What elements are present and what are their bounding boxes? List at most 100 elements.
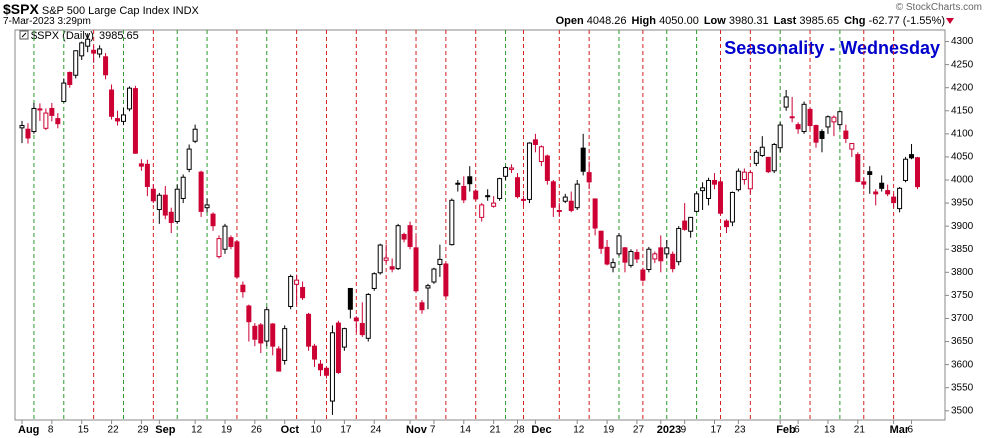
candle-body (897, 187, 903, 210)
y-tick-label: 3950 (951, 198, 974, 209)
candle-body (264, 309, 270, 342)
candle-body (329, 332, 335, 402)
x-tick-label: 12 (573, 425, 585, 436)
candle-body (85, 38, 91, 47)
candle-body (909, 154, 915, 159)
candle-body (156, 194, 162, 211)
candle-body (419, 302, 425, 311)
y-tick-label: 3800 (951, 267, 974, 278)
candle-body (915, 157, 920, 188)
candle-body (783, 96, 789, 108)
x-tick-label: 23 (734, 425, 746, 436)
candle-body (443, 263, 449, 297)
candle-body (503, 167, 509, 177)
candle-body (795, 124, 801, 130)
x-tick-label: 19 (603, 425, 615, 436)
candle-body (168, 211, 174, 223)
candle-body (532, 139, 538, 145)
candle-body (407, 225, 413, 247)
candle-body (592, 198, 598, 229)
x-tick-label: Mar (890, 424, 910, 436)
y-tick-label: 4100 (951, 128, 974, 139)
x-tick-label: Oct (281, 424, 300, 436)
candle-body (825, 116, 831, 128)
x-tick-label: 7 (430, 425, 436, 436)
candle-body (580, 147, 586, 172)
candle-body (652, 253, 658, 260)
x-tick-label: Dec (531, 424, 551, 436)
candle-body (723, 220, 729, 228)
candle-body (682, 220, 688, 230)
candle-body (138, 163, 144, 167)
candle-body (97, 48, 103, 55)
candle-body (222, 225, 228, 250)
candle-body (353, 317, 359, 322)
candle-body (306, 313, 312, 347)
symbol: $SPX (3, 1, 39, 17)
symbol-line: $SPX S&P 500 Large Cap Index INDX (3, 1, 199, 17)
candle-body (103, 56, 109, 76)
candle-body (180, 176, 186, 199)
candle-body (562, 196, 568, 202)
candle-body (359, 323, 365, 336)
candle-body (879, 182, 885, 189)
candle-body (550, 181, 556, 208)
candle-body (520, 198, 526, 201)
candle-body (91, 49, 97, 54)
candle-body (186, 148, 192, 170)
stat-label: High (631, 15, 656, 27)
candle-body (383, 257, 389, 261)
candle-body (377, 244, 383, 274)
candle-body (479, 204, 485, 218)
x-tick-label: 6 (794, 425, 800, 436)
candle-body (556, 209, 562, 212)
candle-body (234, 241, 240, 278)
candle-body (700, 187, 706, 192)
candle-body (777, 124, 783, 149)
candle-body (729, 191, 735, 223)
x-tick-label: 24 (370, 425, 382, 436)
candle-body (831, 116, 837, 123)
stat-value: 3980.31 (728, 15, 769, 27)
candle-body (473, 190, 479, 200)
legend-value: 3985.65 (99, 30, 139, 42)
candle-body (676, 227, 682, 263)
candle-body (335, 322, 341, 373)
candle-body (491, 202, 497, 207)
x-tick-label: 13 (824, 425, 836, 436)
candle-body (192, 128, 198, 142)
candle-body (31, 107, 37, 133)
candle-body (747, 172, 753, 190)
candle-body (19, 125, 25, 129)
candle-body (885, 190, 891, 195)
candle-body (132, 88, 138, 154)
x-tick-label: 17 (711, 425, 723, 436)
candle-body (670, 253, 676, 270)
x-tick-label: 10 (311, 425, 323, 436)
candle-body (276, 348, 282, 372)
candle-body (389, 266, 395, 270)
y-tick-label: 4300 (951, 36, 974, 47)
candle-body (891, 196, 897, 204)
candle-body (288, 275, 294, 307)
candle-body (735, 170, 741, 191)
candle-body (437, 258, 443, 265)
candle-body (323, 367, 329, 376)
stat-label: Low (703, 15, 726, 27)
candle-body (634, 251, 640, 260)
candle-body (144, 163, 150, 187)
x-tick-label: Aug (18, 424, 39, 436)
x-tick-label: 17 (340, 425, 352, 436)
candle-body (126, 87, 132, 110)
candle-body (318, 363, 323, 371)
stat-label: Last (773, 15, 797, 27)
header: $SPX S&P 500 Large Cap Index INDX 7-Mar-… (0, 0, 990, 30)
candle-body (544, 155, 550, 181)
candle-body (849, 143, 855, 150)
candle-body (515, 177, 521, 198)
candle-body (574, 183, 580, 209)
x-tick-label: 19 (221, 425, 233, 436)
candle-body (120, 114, 126, 122)
